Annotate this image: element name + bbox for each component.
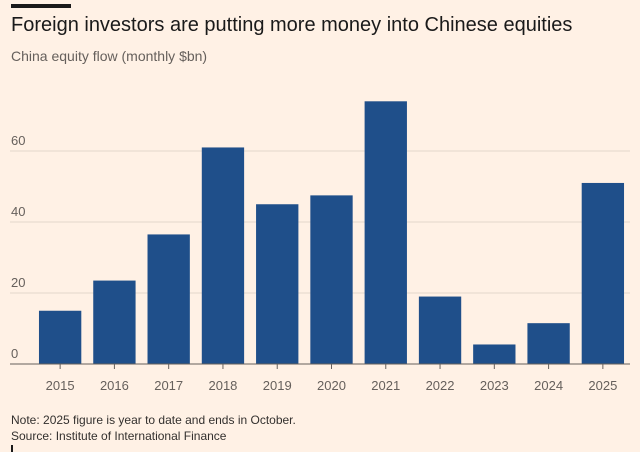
bar-2020 — [310, 195, 353, 364]
x-tick-label-2016: 2016 — [100, 378, 129, 393]
chart-source: Source: Institute of International Finan… — [11, 429, 227, 443]
bar-2023 — [473, 344, 516, 364]
bar-chart: 0 20 40 60 2015 2016 2017 2018 2019 2020 2021 2022 2… — [10, 101, 630, 393]
y-tick-label-0: 0 — [11, 346, 18, 361]
chart-subtitle: China equity flow (monthly $bn) — [11, 48, 208, 64]
x-tick-label-2024: 2024 — [534, 378, 563, 393]
x-tick-label-2017: 2017 — [154, 378, 183, 393]
y-tick-label-40: 40 — [11, 204, 25, 219]
y-tick-label-60: 60 — [11, 133, 25, 148]
chart-title: Foreign investors are putting more money… — [11, 14, 573, 36]
bar-2015 — [38, 310, 82, 364]
footer-mark — [11, 445, 13, 452]
y-tick-label-20: 20 — [11, 275, 25, 290]
x-tick-label-2015: 2015 — [46, 378, 75, 393]
x-tick-label-2018: 2018 — [208, 378, 237, 393]
chart-note: Note: 2025 figure is year to date and en… — [11, 413, 296, 427]
x-tick-label-2020: 2020 — [317, 378, 346, 393]
bar-2019 — [256, 204, 299, 364]
bar-2017 — [147, 234, 190, 364]
x-tick-label-2023: 2023 — [480, 378, 509, 393]
x-tick-label-2019: 2019 — [263, 378, 292, 393]
bar-2018 — [201, 147, 245, 364]
bar-2022 — [418, 296, 462, 364]
header-rule — [11, 4, 71, 8]
x-tick-label-2025: 2025 — [588, 378, 617, 393]
x-tick-label-2022: 2022 — [426, 378, 455, 393]
x-tick-label-2021: 2021 — [371, 378, 400, 393]
bar-2016 — [93, 280, 136, 364]
bar-2021 — [364, 101, 407, 365]
bar-2025 — [581, 182, 625, 364]
bar-2024 — [527, 323, 570, 364]
